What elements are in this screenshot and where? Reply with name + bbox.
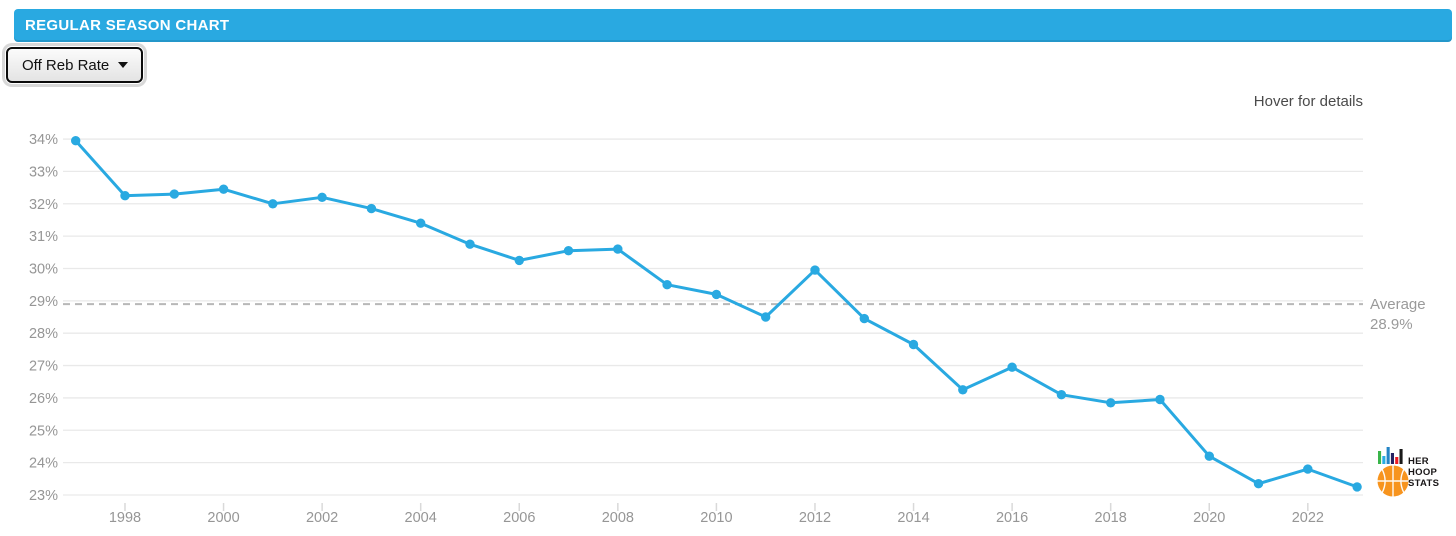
metric-dropdown[interactable]: Off Reb Rate — [6, 47, 144, 83]
bar-chart-icon — [1378, 447, 1403, 464]
header-bar: REGULAR SEASON CHART — [14, 9, 1452, 42]
data-point-2005[interactable] — [465, 239, 475, 249]
logo-bar-4 — [1390, 453, 1394, 464]
data-point-2016[interactable] — [1007, 362, 1017, 372]
data-point-2008[interactable] — [613, 244, 623, 254]
data-point-2001[interactable] — [268, 199, 278, 209]
data-point-2006[interactable] — [514, 255, 524, 266]
x-axis-label-2006: 2006 — [503, 510, 535, 526]
data-point-2009[interactable] — [662, 280, 672, 290]
data-point-2014[interactable] — [908, 339, 919, 350]
y-axis-label-28: 28% — [29, 326, 58, 342]
data-point-2017[interactable] — [1056, 390, 1067, 400]
hover-hint: Hover for details — [1253, 93, 1363, 110]
data-point-2004[interactable] — [416, 218, 426, 228]
her-hoop-stats-logo: HER HOOP STATS — [1376, 444, 1456, 506]
x-axis-label-2008: 2008 — [602, 510, 634, 526]
x-axis-label-2018: 2018 — [1095, 510, 1127, 526]
x-axis-label-2002: 2002 — [306, 510, 338, 526]
y-axis-label-33: 33% — [29, 164, 58, 180]
data-point-2010[interactable] — [711, 289, 722, 300]
page-title: REGULAR SEASON CHART — [25, 17, 230, 34]
data-point-2020[interactable] — [1204, 451, 1215, 461]
logo-line-1: HER — [1408, 456, 1429, 467]
data-point-2021[interactable] — [1253, 479, 1264, 489]
data-point-2019[interactable] — [1155, 394, 1165, 405]
data-point-2003[interactable] — [366, 203, 377, 214]
metric-dropdown-label: Off Reb Rate — [22, 56, 110, 74]
y-axis-label-26: 26% — [29, 391, 58, 407]
data-point-2015[interactable] — [958, 385, 968, 395]
y-axis-label-25: 25% — [29, 423, 58, 439]
x-axis-label-2016: 2016 — [996, 510, 1028, 526]
data-point-2023[interactable] — [1352, 482, 1362, 492]
data-point-1997[interactable] — [71, 136, 81, 146]
logo-bar-6 — [1399, 449, 1403, 464]
logo-line-2: HOOP — [1408, 466, 1438, 478]
average-value-label: 28.9% — [1370, 316, 1413, 333]
x-axis-label-2022: 2022 — [1292, 510, 1324, 526]
logo-bar-2 — [1382, 456, 1386, 464]
average-label: Average — [1370, 296, 1426, 313]
chevron-down-icon — [118, 62, 129, 68]
y-axis-label-23: 23% — [29, 488, 58, 504]
y-axis-label-31: 31% — [29, 229, 58, 245]
x-axis-label-2020: 2020 — [1193, 510, 1225, 526]
y-axis-label-24: 24% — [29, 456, 58, 472]
x-axis-label-2014: 2014 — [897, 510, 929, 526]
data-point-2000[interactable] — [218, 184, 229, 194]
data-point-1998[interactable] — [120, 191, 130, 201]
data-point-2013[interactable] — [859, 313, 869, 324]
x-axis-label-1998: 1998 — [109, 510, 141, 526]
data-point-2007[interactable] — [563, 246, 574, 256]
y-axis-label-34: 34% — [29, 132, 58, 148]
y-axis-label-29: 29% — [29, 294, 58, 310]
x-axis-label-2010: 2010 — [700, 510, 732, 526]
logo-bar-5 — [1395, 457, 1399, 464]
data-point-2002[interactable] — [317, 192, 327, 202]
y-axis-label-27: 27% — [29, 359, 58, 375]
y-axis-label-32: 32% — [29, 197, 58, 213]
series-line — [74, 139, 1359, 489]
logo-bar-3 — [1386, 447, 1390, 464]
x-axis-label-2004: 2004 — [405, 510, 437, 526]
y-axis-label-30: 30% — [29, 261, 58, 277]
data-point-2011[interactable] — [761, 312, 771, 322]
data-point-2012[interactable] — [810, 265, 820, 275]
logo-wordmark: HER HOOP STATS — [1408, 456, 1440, 489]
x-axis-label-2012: 2012 — [799, 510, 831, 526]
data-point-1999[interactable] — [169, 189, 179, 199]
x-axis-label-2000: 2000 — [207, 510, 239, 526]
basketball-icon — [1377, 465, 1409, 497]
logo-bar-1 — [1378, 451, 1382, 464]
data-point-2022[interactable] — [1303, 464, 1313, 474]
logo-line-3: STATS — [1408, 477, 1440, 489]
data-point-2018[interactable] — [1106, 398, 1116, 408]
